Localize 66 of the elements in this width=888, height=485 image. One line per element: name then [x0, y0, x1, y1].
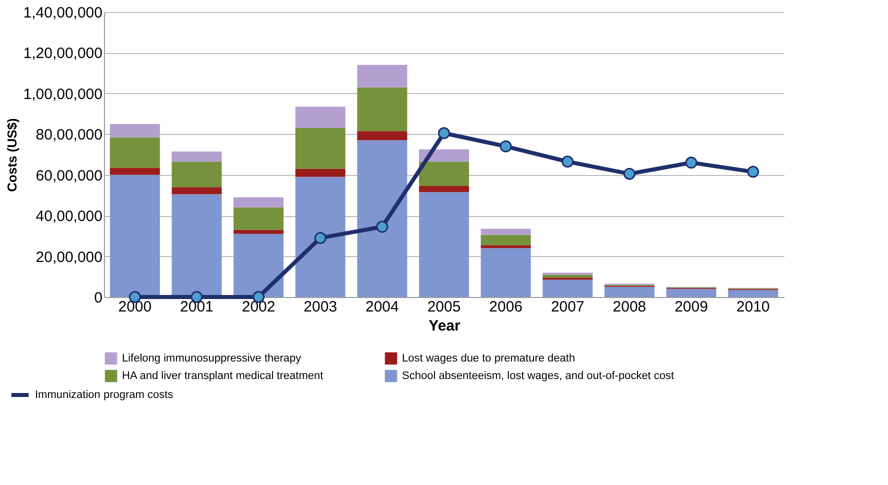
x-tick-label: 2010 — [736, 298, 770, 316]
bar — [295, 128, 346, 169]
bar — [172, 162, 222, 188]
bar — [728, 290, 778, 297]
point — [314, 232, 326, 244]
x-tick-label: 2005 — [427, 298, 461, 316]
point — [438, 127, 450, 140]
legend-label: Lost wages due to premature death — [402, 352, 576, 364]
bar — [295, 168, 346, 177]
bar — [480, 245, 531, 248]
bar — [357, 140, 408, 297]
bar — [110, 168, 160, 175]
bar — [234, 230, 284, 234]
legend-label: Immunization program costs — [35, 389, 174, 401]
bar — [542, 280, 593, 297]
y-tick-label: 20,00,000 — [36, 248, 102, 266]
bar — [542, 274, 593, 278]
x-tick-label: 2004 — [365, 298, 399, 316]
x-tick-label: 2003 — [304, 298, 338, 316]
legend-label: School absenteeism, lost wages, and out-of-pocket cost — [402, 370, 674, 382]
bar — [357, 87, 408, 132]
y-axis-title: Costs (US$) — [4, 118, 20, 192]
bar — [234, 234, 284, 297]
bar — [172, 194, 222, 297]
bar — [480, 228, 531, 235]
y-tick-label: 1,40,00,000 — [23, 4, 102, 22]
x-tick-label: 2007 — [550, 298, 584, 316]
bar — [419, 186, 469, 192]
point — [376, 220, 388, 233]
x-tick-label: 2009 — [674, 298, 708, 316]
bar — [666, 288, 716, 297]
y-tick-label: 60,00,000 — [36, 167, 102, 184]
bar — [295, 106, 346, 128]
bar — [110, 174, 160, 297]
x-tick-label: 2000 — [118, 298, 152, 316]
y-tick-label: 1,20,00,000 — [23, 45, 102, 62]
bar — [110, 124, 160, 138]
bar — [172, 187, 222, 194]
bar — [110, 137, 160, 168]
bar — [357, 131, 408, 140]
x-tick-label: 2006 — [489, 298, 523, 316]
bar — [604, 286, 654, 297]
y-tick-label: 80,00,000 — [36, 126, 102, 144]
point — [562, 156, 574, 168]
bar — [295, 176, 346, 297]
legend-label: Lifelong immunosuppressive therapy — [122, 352, 302, 364]
bar — [234, 207, 284, 230]
point — [623, 168, 636, 180]
x-tick-label: 2002 — [242, 298, 276, 316]
point — [500, 140, 512, 152]
point — [747, 166, 760, 178]
legend-label: HA and liver transplant medical treatment — [122, 370, 324, 382]
point — [685, 156, 698, 169]
bar — [480, 234, 531, 246]
bar — [357, 64, 408, 88]
bar — [419, 162, 469, 186]
y-tick-label: 40,00,000 — [36, 208, 102, 226]
y-tick-label: 1,00,00,000 — [23, 86, 102, 103]
bar — [419, 192, 469, 297]
bar — [234, 197, 284, 208]
y-tick-label: 0 — [94, 290, 102, 306]
bar — [172, 151, 222, 162]
x-tick-label: 2001 — [180, 298, 214, 316]
x-axis-title: Year — [428, 318, 461, 334]
bar — [480, 248, 531, 297]
x-tick-label: 2008 — [612, 298, 646, 316]
